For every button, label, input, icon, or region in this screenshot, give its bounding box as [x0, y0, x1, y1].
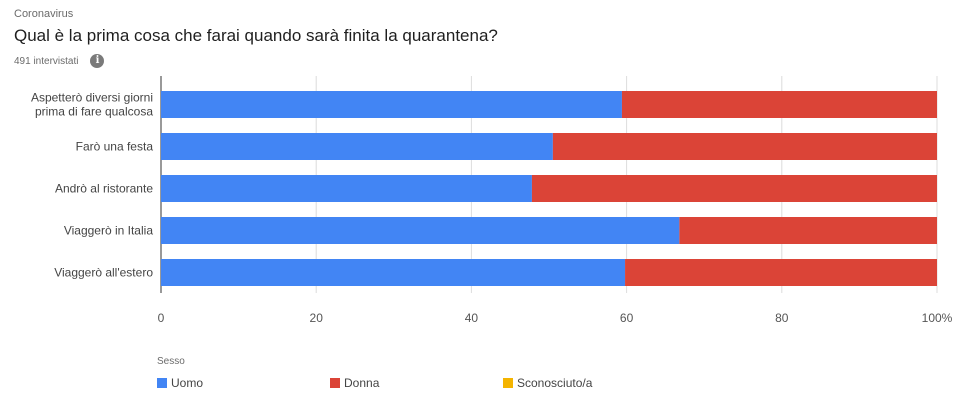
chart-kicker: Coronavirus: [14, 8, 74, 20]
legend-label: Sconosciuto/a: [517, 376, 593, 390]
x-tick-label: 80: [775, 311, 789, 325]
legend-item[interactable]: Donna: [330, 376, 379, 390]
info-icon[interactable]: i: [90, 54, 105, 68]
legend-label: Uomo: [171, 376, 204, 390]
bars: [161, 91, 937, 286]
x-tick-label: 60: [620, 311, 634, 325]
bar-segment-uomo: [161, 259, 626, 286]
bar-segment-uomo: [161, 91, 622, 118]
bar-segment-donna: [679, 217, 937, 244]
subtitle-row: 491 intervistati i: [14, 53, 105, 69]
legend-item[interactable]: Uomo: [157, 376, 203, 390]
bar-segment-uomo: [161, 217, 680, 244]
chart-title: Qual è la prima cosa che farai quando sa…: [14, 26, 498, 45]
legend-item[interactable]: Sconosciuto/a: [503, 376, 592, 390]
bar-segment-donna: [531, 175, 937, 202]
category-label: Viaggerò all'estero: [54, 266, 153, 280]
x-tick-label: 0: [158, 311, 165, 325]
stacked-bar-chart: Aspetterò diversi giorni prima di fare qu…: [31, 76, 953, 325]
legend-label: Donna: [344, 376, 380, 390]
x-tick-label: 100%: [922, 311, 953, 325]
x-tick-label: 20: [310, 311, 324, 325]
category-label: Farò una festa: [76, 140, 154, 154]
legend-swatch: [157, 378, 167, 388]
bar-segment-donna: [552, 133, 937, 160]
legend-swatch: [503, 378, 513, 388]
x-tick-label: 40: [465, 311, 479, 325]
respondents-count: 491 intervistati: [14, 55, 79, 67]
category-label: Viaggerò in Italia: [64, 224, 154, 238]
x-axis-ticks: 0 20 40 60 80 100%: [158, 311, 953, 325]
bar-segment-uomo: [161, 175, 532, 202]
category-label: Aspetterò diversi giorni prima di fare qu…: [31, 91, 153, 119]
legend-swatch: [330, 378, 340, 388]
category-label: Andrò al ristorante: [55, 182, 153, 196]
legend-title: Sesso: [157, 356, 185, 367]
bar-segment-donna: [625, 259, 937, 286]
bar-segment-uomo: [161, 133, 553, 160]
bar-segment-donna: [621, 91, 937, 118]
category-labels: Aspetterò diversi giorni prima di fare qu…: [31, 91, 153, 280]
